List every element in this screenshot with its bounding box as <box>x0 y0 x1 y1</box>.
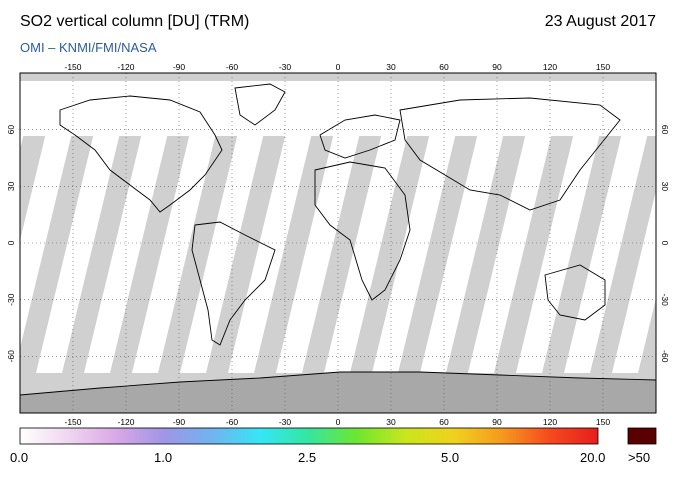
longitude-tick-label: 0 <box>336 417 341 427</box>
land-north-america <box>59 95 223 213</box>
longitude-tick-label: -120 <box>117 417 134 427</box>
colorbar-gradient <box>19 427 599 445</box>
longitude-tick-label: 90 <box>492 62 502 72</box>
latitude-tick-label: -60 <box>660 350 670 363</box>
land-australia <box>544 264 606 321</box>
land-antarctica <box>20 371 656 413</box>
land-south-america <box>191 221 276 346</box>
longitude-ticks-bottom: -150 -120 -90 -60 -30 0 30 60 90 120 150 <box>64 417 610 427</box>
map-date: 23 August 2017 <box>544 13 656 30</box>
graticule <box>20 73 656 413</box>
land-asia <box>399 97 621 211</box>
colorbar-overflow-swatch <box>627 427 657 445</box>
orbit-swath <box>20 83 84 349</box>
longitude-tick-label: 150 <box>596 62 610 72</box>
orbit-swath <box>564 83 656 373</box>
colorbar-overflow-label: >50 <box>628 450 651 465</box>
orbit-swath <box>36 83 132 373</box>
longitude-tick-label: 30 <box>386 417 396 427</box>
longitude-tick-label: -150 <box>64 62 81 72</box>
latitude-ticks-left: 60 30 0 -30 -60 <box>6 125 16 363</box>
so2-world-map: -150 -120 -90 -60 -30 0 30 60 90 120 150 -150 -120-… <box>6 62 670 445</box>
longitude-tick-label: 30 <box>386 62 396 72</box>
longitude-tick-label: -120 <box>117 62 134 72</box>
longitude-tick-label: -90 <box>173 417 186 427</box>
longitude-tick-label: 120 <box>543 417 557 427</box>
map-title: SO2 vertical column [DU] (TRM) <box>20 13 250 30</box>
latitude-tick-label: -30 <box>6 293 16 306</box>
longitude-tick-label: -90 <box>173 62 186 72</box>
land-greenland <box>234 83 286 126</box>
longitude-tick-label: 150 <box>596 417 610 427</box>
latitude-tick-label: 30 <box>6 181 16 191</box>
land-masses <box>20 83 656 413</box>
longitude-tick-label: 60 <box>439 62 449 72</box>
data-source-credit: OMI – KNMI/FMI/NASA <box>20 40 157 55</box>
longitude-tick-label: -60 <box>226 417 239 427</box>
colorbar-label-1: 1.0 <box>154 450 173 465</box>
orbit-swath <box>132 83 228 373</box>
orbit-swath <box>612 190 656 373</box>
orbit-swath <box>84 83 180 373</box>
longitude-tick-label: 90 <box>492 417 502 427</box>
orbit-swath <box>420 83 516 373</box>
latitude-tick-label: 60 <box>6 125 16 135</box>
longitude-tick-label: 0 <box>336 62 341 72</box>
land-europe <box>319 114 401 159</box>
orbit-swath <box>276 83 372 373</box>
latitude-ticks-right: 60 30 0 -30 -60 <box>660 125 670 363</box>
colorbar-label-4: 20.0 <box>580 450 606 465</box>
orbit-swath <box>516 83 612 373</box>
longitude-tick-label: 120 <box>543 62 557 72</box>
colorbar-label-3: 5.0 <box>441 450 460 465</box>
orbit-swaths <box>20 81 656 373</box>
map-border <box>19 72 657 414</box>
latitude-tick-label: -30 <box>660 294 670 307</box>
latitude-tick-label: 30 <box>660 182 670 192</box>
orbit-swath <box>468 83 564 373</box>
longitude-tick-label: -150 <box>64 417 81 427</box>
latitude-tick-label: 0 <box>660 241 670 246</box>
land-africa <box>314 161 411 301</box>
longitude-tick-label: -30 <box>279 417 292 427</box>
arctic-coverage <box>20 81 656 136</box>
orbit-swath <box>372 83 468 373</box>
orbit-swath <box>228 83 324 373</box>
longitude-tick-label: -60 <box>226 62 239 72</box>
latitude-tick-label: 60 <box>660 125 670 135</box>
orbit-swath <box>324 83 420 373</box>
latitude-tick-label: 0 <box>6 240 16 245</box>
colorbar-label-2: 2.5 <box>298 450 317 465</box>
longitude-tick-label: 60 <box>439 417 449 427</box>
longitude-tick-label: -30 <box>279 62 292 72</box>
colorbar-label-0: 0.0 <box>10 450 29 465</box>
latitude-tick-label: -60 <box>6 350 16 363</box>
orbit-swath <box>180 83 276 373</box>
longitude-ticks-top: -150 -120 -90 -60 -30 0 30 60 90 120 150 <box>64 62 610 72</box>
